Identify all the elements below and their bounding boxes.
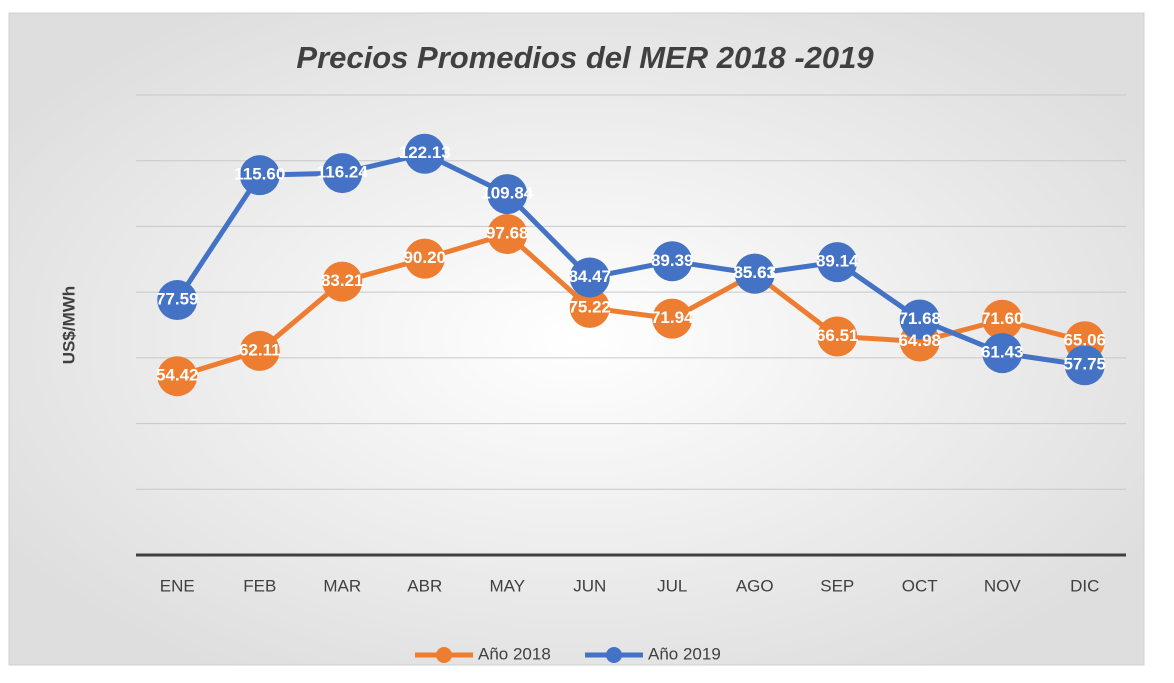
- data-point: [817, 242, 858, 283]
- data-label: 89.39: [651, 251, 694, 270]
- x-tick-label: OCT: [902, 576, 938, 595]
- data-label: 64.98: [898, 331, 941, 350]
- data-label: 62.11: [239, 340, 281, 359]
- data-point: [652, 298, 693, 339]
- data-label: 66.51: [816, 326, 859, 345]
- data-point: [404, 133, 445, 174]
- data-point: [157, 280, 198, 321]
- data-point: [652, 241, 693, 282]
- data-point: [239, 155, 280, 196]
- data-label: 90.20: [403, 248, 446, 267]
- data-label: 109.84: [481, 184, 534, 203]
- y-axis-label: US$/MWh: [59, 286, 78, 364]
- data-point: [1064, 345, 1105, 386]
- x-tick-label: MAY: [489, 576, 525, 595]
- data-label: 61.43: [981, 343, 1024, 362]
- legend-label: Año 2019: [648, 644, 721, 663]
- x-tick-label: DIC: [1070, 576, 1099, 595]
- data-label: 65.06: [1063, 331, 1106, 350]
- x-tick-label: ENE: [160, 576, 195, 595]
- x-tick-label: FEB: [243, 576, 276, 595]
- data-label: 116.24: [317, 163, 369, 182]
- x-tick-label: JUN: [573, 576, 606, 595]
- data-label: 71.68: [898, 309, 941, 328]
- data-label: 54.42: [156, 366, 199, 385]
- data-label: 89.14: [816, 252, 859, 271]
- data-label: 77.59: [156, 290, 199, 309]
- data-point: [157, 356, 198, 397]
- data-label: 83.21: [321, 271, 364, 290]
- data-point: [322, 153, 363, 194]
- x-tick-label: ABR: [407, 576, 442, 595]
- data-label: 75.22: [568, 297, 611, 316]
- legend-marker: [436, 647, 452, 663]
- data-label: 97.68: [486, 224, 529, 243]
- data-point: [239, 330, 280, 371]
- data-point: [817, 316, 858, 357]
- data-label: 84.47: [568, 267, 611, 286]
- x-tick-label: MAR: [323, 576, 361, 595]
- data-point: [569, 257, 610, 298]
- data-point: [404, 238, 445, 279]
- x-tick-label: SEP: [820, 576, 854, 595]
- x-tick-label: JUL: [657, 576, 687, 595]
- data-label: 122.13: [399, 143, 451, 162]
- data-label: 85.61: [733, 263, 776, 282]
- legend-label: Año 2018: [478, 644, 551, 663]
- data-point: [487, 214, 528, 255]
- data-label: 71.94: [651, 308, 694, 327]
- data-point: [322, 261, 363, 302]
- x-tick-label: AGO: [736, 576, 774, 595]
- data-point: [487, 174, 528, 215]
- data-label: 57.75: [1063, 355, 1106, 374]
- chart-title: Precios Promedios del MER 2018 -2019: [296, 40, 874, 75]
- data-label: 115.60: [234, 165, 285, 184]
- data-label: 71.60: [981, 309, 1024, 328]
- legend-marker: [606, 647, 622, 663]
- data-point: [569, 287, 610, 328]
- data-label: 85.63: [733, 263, 776, 282]
- x-tick-label: NOV: [984, 576, 1022, 595]
- data-point: [982, 333, 1023, 374]
- data-point: [982, 299, 1023, 340]
- data-point: [734, 253, 775, 294]
- data-point: [899, 299, 940, 340]
